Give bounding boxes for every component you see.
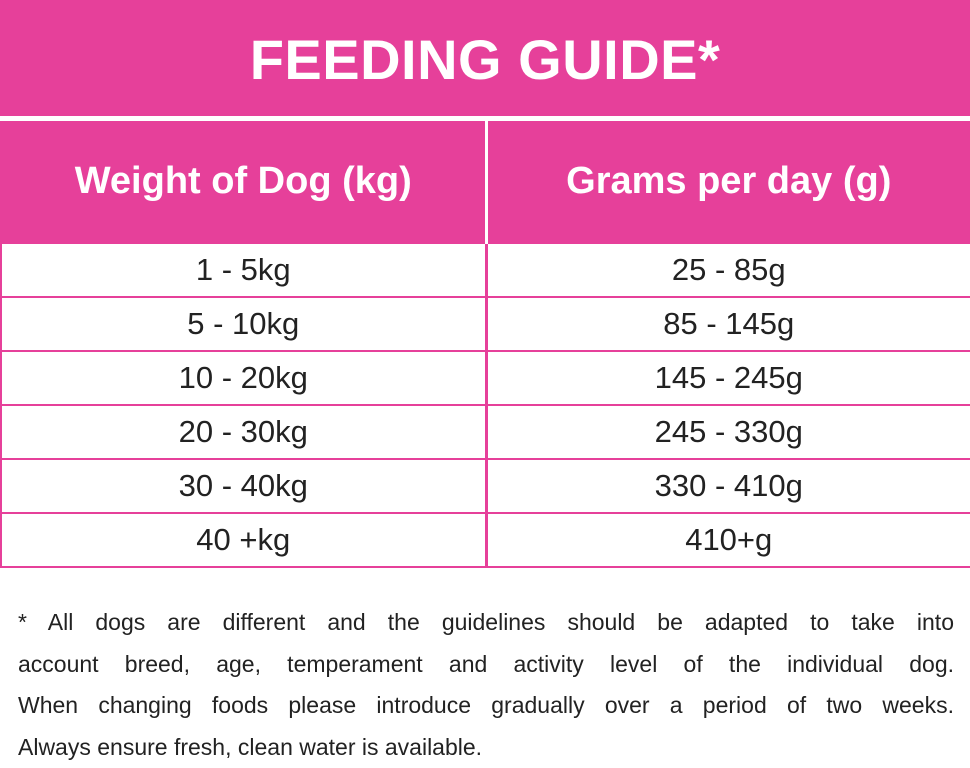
footnote-line: account breed, age, temperament and acti… bbox=[18, 644, 954, 686]
feeding-table-container: Weight of Dog (kg) Grams per day (g) 1 -… bbox=[0, 118, 970, 574]
table-row: 20 - 30kg 245 - 330g bbox=[1, 405, 970, 459]
grams-cell: 330 - 410g bbox=[486, 459, 970, 513]
table-row: 1 - 5kg 25 - 85g bbox=[1, 243, 970, 297]
footnote-line: Always ensure fresh, clean water is avai… bbox=[18, 727, 954, 768]
grams-cell: 410+g bbox=[486, 513, 970, 567]
grams-cell: 245 - 330g bbox=[486, 405, 970, 459]
grams-cell: 145 - 245g bbox=[486, 351, 970, 405]
weight-cell: 5 - 10kg bbox=[1, 297, 486, 351]
weight-cell: 10 - 20kg bbox=[1, 351, 486, 405]
weight-cell: 40 +kg bbox=[1, 513, 486, 567]
grams-cell: 25 - 85g bbox=[486, 243, 970, 297]
grams-cell: 85 - 145g bbox=[486, 297, 970, 351]
footnote-line: When changing foods please introduce gra… bbox=[18, 685, 954, 727]
table-row: 10 - 20kg 145 - 245g bbox=[1, 351, 970, 405]
weight-cell: 30 - 40kg bbox=[1, 459, 486, 513]
feeding-table: Weight of Dog (kg) Grams per day (g) 1 -… bbox=[0, 118, 970, 568]
header-weight: Weight of Dog (kg) bbox=[1, 120, 486, 244]
footnote-line: * All dogs are different and the guideli… bbox=[18, 602, 954, 644]
table-header-row: Weight of Dog (kg) Grams per day (g) bbox=[1, 120, 970, 244]
table-row: 5 - 10kg 85 - 145g bbox=[1, 297, 970, 351]
table-row: 30 - 40kg 330 - 410g bbox=[1, 459, 970, 513]
footnote: * All dogs are different and the guideli… bbox=[18, 602, 954, 768]
page-title: FEEDING GUIDE* bbox=[250, 27, 721, 92]
weight-cell: 1 - 5kg bbox=[1, 243, 486, 297]
table-row: 40 +kg 410+g bbox=[1, 513, 970, 567]
title-bar: FEEDING GUIDE* bbox=[0, 0, 970, 116]
header-grams: Grams per day (g) bbox=[486, 120, 970, 244]
weight-cell: 20 - 30kg bbox=[1, 405, 486, 459]
